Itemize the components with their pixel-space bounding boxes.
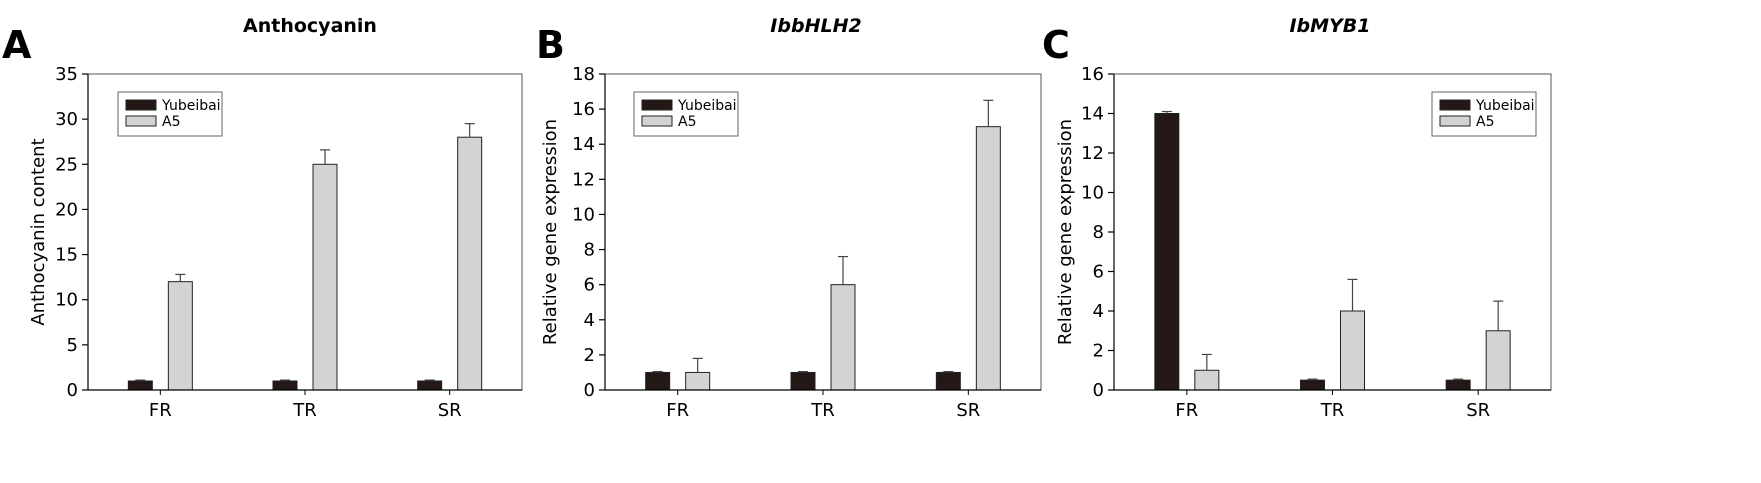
- panel-letter: A: [2, 23, 32, 67]
- bar-a5-sr: [1485, 330, 1511, 391]
- y-tick-label: 6: [584, 275, 595, 296]
- legend-box: [1431, 91, 1537, 137]
- y-tick-label: 30: [55, 109, 78, 130]
- legend-label: Yubeibai: [677, 98, 737, 114]
- legend-box: [117, 91, 223, 137]
- chart-panel-a: A Anthocyanin 0 5 10 15 20 25 30 35 Anthocyanin co…: [2, 15, 523, 421]
- y-tick-label: 4: [584, 310, 595, 331]
- x-category-label: TR: [1320, 400, 1345, 421]
- bar-a5-tr: [1340, 310, 1365, 391]
- legend-label: Yubeibai: [1475, 98, 1535, 114]
- panel-letter: B: [536, 23, 565, 67]
- bar-a5-tr: [312, 163, 338, 391]
- bar-a5-fr: [685, 371, 711, 391]
- legend-swatch-a5: [125, 115, 157, 127]
- y-tick-label: 0: [584, 380, 595, 401]
- y-tick-label: 10: [572, 204, 595, 225]
- y-tick-label: 25: [55, 154, 78, 175]
- legend-label: A5: [1476, 114, 1494, 130]
- x-category-label: SR: [438, 400, 462, 421]
- y-tick-label: 14: [1081, 104, 1104, 125]
- y-tick-label: 5: [67, 335, 78, 356]
- legend-swatch-a5: [641, 115, 673, 127]
- bar-a5-fr: [167, 281, 193, 391]
- chart-title: IbMYB1: [1289, 15, 1370, 37]
- legend-label: A5: [162, 114, 180, 130]
- bar-yubeibai-tr: [790, 371, 816, 391]
- bar-yubeibai-sr: [1445, 379, 1471, 391]
- y-tick-label: 16: [572, 99, 595, 120]
- y-tick-label: 12: [572, 169, 595, 190]
- panel-letter: C: [1042, 23, 1070, 67]
- chart-title: IbbHLH2: [770, 15, 861, 37]
- legend-swatch-a5: [1439, 115, 1471, 127]
- bar-yubeibai-fr: [127, 380, 153, 391]
- y-tick-label: 6: [1093, 262, 1104, 283]
- y-tick-label: 2: [1093, 341, 1104, 362]
- y-tick-label: 18: [572, 64, 595, 85]
- legend-swatch-yubeibai: [125, 99, 157, 111]
- y-tick-label: 16: [1081, 64, 1104, 85]
- y-tick-label: 4: [1093, 301, 1104, 322]
- chart-title: Anthocyanin: [243, 15, 377, 37]
- bar-yubeibai-fr: [1154, 113, 1180, 391]
- y-axis-label: Relative gene expression: [1055, 119, 1076, 345]
- bar-a5-sr: [975, 126, 1001, 391]
- y-tick-label: 20: [55, 199, 78, 220]
- x-category-label: TR: [292, 400, 317, 421]
- y-tick-label: 8: [584, 240, 595, 261]
- y-tick-label: 12: [1081, 143, 1104, 164]
- y-tick-label: 35: [55, 64, 78, 85]
- bar-yubeibai-tr: [1300, 379, 1325, 391]
- bar-a5-fr: [1194, 369, 1220, 391]
- y-tick-label: 10: [55, 290, 78, 311]
- legend-swatch-yubeibai: [1439, 99, 1471, 111]
- legend-swatch-yubeibai: [641, 99, 673, 111]
- chart-panel-b: B IbbHLH2 0 2 4 6 8 10 12 14 16 18 Relative gene exp…: [536, 15, 1042, 421]
- x-category-label: FR: [1175, 400, 1198, 421]
- y-tick-label: 10: [1081, 183, 1104, 204]
- y-tick-label: 14: [572, 134, 595, 155]
- legend-label: A5: [678, 114, 696, 130]
- legend-box: [633, 91, 739, 137]
- x-category-label: FR: [666, 400, 689, 421]
- bar-yubeibai-fr: [645, 371, 671, 391]
- bar-a5-sr: [457, 136, 483, 391]
- y-axis-label: Relative gene expression: [540, 119, 561, 345]
- y-tick-label: 2: [584, 345, 595, 366]
- legend-label: Yubeibai: [161, 98, 221, 114]
- chart-panel-c: C IbMYB1 0 2 4 6 8 10 12 14 16 Relative gene expres…: [1042, 15, 1552, 421]
- y-tick-label: 15: [55, 245, 78, 266]
- bar-yubeibai-sr: [935, 371, 961, 391]
- x-category-label: FR: [149, 400, 172, 421]
- y-tick-label: 0: [67, 380, 78, 401]
- y-axis-label: Anthocyanin content: [28, 138, 49, 325]
- bar-yubeibai-tr: [272, 380, 298, 391]
- bar-a5-tr: [830, 284, 856, 391]
- bar-yubeibai-sr: [417, 380, 443, 391]
- x-category-label: SR: [956, 400, 980, 421]
- x-category-label: SR: [1466, 400, 1490, 421]
- y-tick-label: 0: [1093, 380, 1104, 401]
- x-category-label: TR: [810, 400, 835, 421]
- y-tick-label: 8: [1093, 222, 1104, 243]
